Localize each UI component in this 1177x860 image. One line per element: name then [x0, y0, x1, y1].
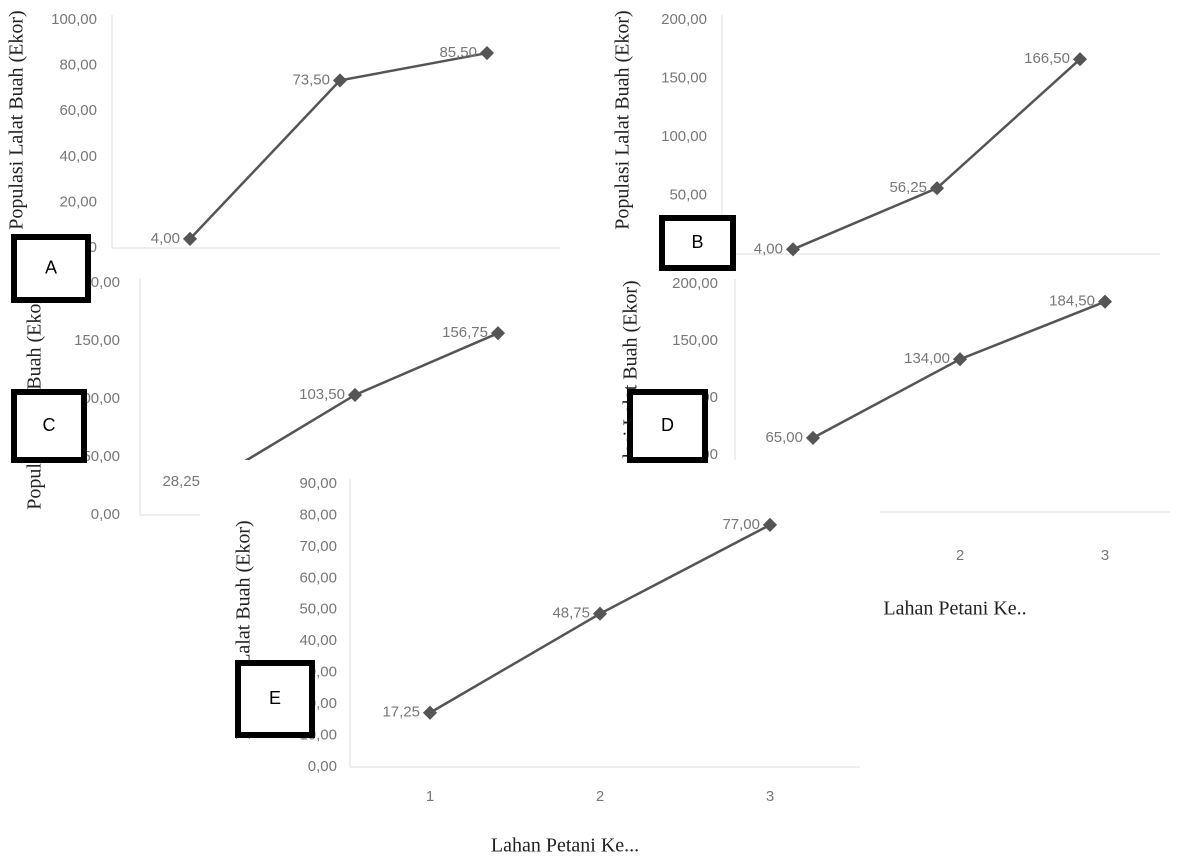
y-tick-label: 150,00 [661, 69, 707, 86]
y-tick-label: 80,00 [299, 506, 337, 523]
y-axis-title: Populasi Lalat Buah (Ekor) [612, 10, 634, 229]
data-point [785, 242, 801, 257]
y-tick-label: 0,00 [308, 758, 337, 775]
data-label: 65,00 [765, 429, 803, 446]
data-label: 28,25 [162, 473, 200, 490]
data-point [182, 231, 198, 246]
y-tick-label: 50,00 [299, 601, 337, 618]
y-tick-label: 50,00 [82, 448, 120, 465]
panel-label-box [235, 660, 315, 738]
chart-panel: 0,0020,0040,0060,0080,00100,00123Populas… [0, 0, 600, 310]
data-label: 85,50 [439, 44, 477, 61]
y-tick-label: 0,00 [91, 506, 120, 523]
y-tick-label: 40,00 [299, 632, 337, 649]
data-label: 77,00 [722, 516, 760, 533]
data-label: 56,25 [889, 179, 927, 196]
x-axis-title: Lahan Petani Ke... [491, 835, 639, 857]
y-tick-label: 200,00 [661, 11, 707, 28]
panel-label-box [11, 234, 91, 303]
data-point [347, 387, 363, 403]
y-tick-label: 150,00 [672, 332, 718, 349]
data-label: 48,75 [552, 605, 590, 622]
data-label: 103,50 [299, 386, 345, 403]
y-tick-label: 90,00 [299, 475, 337, 492]
y-tick-label: 200,00 [672, 275, 718, 292]
x-tick-label: 3 [1101, 547, 1109, 564]
x-tick-label: 3 [766, 788, 774, 805]
y-tick-label: 100,00 [661, 128, 707, 145]
x-axis-title: Lahan Petani Ke.. [883, 598, 1026, 620]
data-point [479, 45, 495, 61]
x-tick-label: 2 [596, 788, 604, 805]
panel-label: C [43, 415, 56, 435]
panel-background [0, 0, 600, 262]
data-point [762, 517, 778, 532]
x-tick-label: 1 [426, 788, 434, 805]
panel-label: B [691, 232, 703, 252]
y-tick-label: 60,00 [59, 102, 97, 119]
panel-label-box [659, 215, 736, 271]
data-point [929, 181, 945, 196]
data-point [422, 705, 438, 720]
y-tick-label: 80,00 [59, 57, 97, 74]
y-tick-label: 60,00 [299, 569, 337, 586]
data-label: 156,75 [442, 324, 488, 341]
data-point [332, 73, 348, 88]
y-tick-label: 70,00 [299, 538, 337, 555]
data-point [805, 430, 821, 445]
data-label: 73,50 [292, 71, 330, 88]
panel-label-box [11, 389, 87, 463]
data-point [490, 326, 506, 341]
chart-panel: 0,0010,0020,0030,0040,0050,0060,0070,008… [200, 460, 880, 860]
data-point [952, 352, 968, 367]
data-label: 17,25 [382, 704, 420, 721]
x-tick-label: 2 [956, 547, 964, 564]
panel-label-box [627, 389, 708, 463]
data-label: 166,50 [1024, 50, 1070, 67]
y-tick-label: 20,00 [59, 193, 97, 210]
y-tick-label: 150,00 [74, 332, 120, 349]
y-tick-label: 50,00 [669, 186, 707, 203]
panel-label: D [661, 415, 674, 435]
data-point [1072, 52, 1088, 67]
data-label: 4,00 [754, 240, 783, 257]
y-axis-title: Populasi Lalat Buah (Ekor) [6, 10, 28, 229]
panel-label: A [45, 257, 57, 277]
data-label: 184,50 [1049, 293, 1095, 310]
panel-label: E [269, 688, 281, 708]
y-tick-label: 40,00 [59, 148, 97, 165]
data-point [592, 606, 608, 621]
data-label: 4,00 [151, 230, 180, 247]
data-point [1097, 294, 1113, 309]
data-label: 134,00 [904, 350, 950, 367]
y-tick-label: 100,00 [51, 11, 97, 28]
